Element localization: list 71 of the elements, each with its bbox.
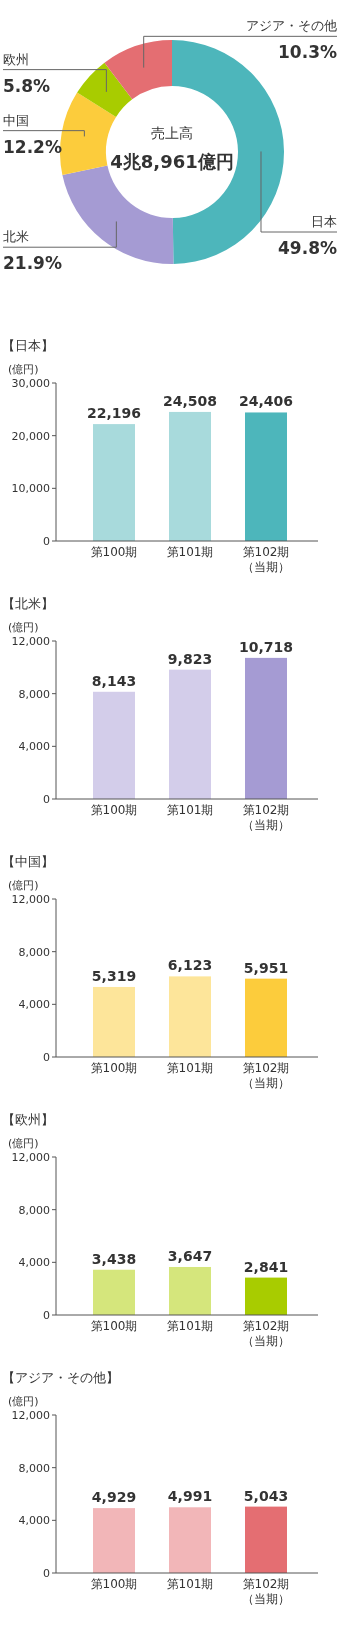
slice-label: アジア・その他 (246, 18, 337, 34)
x-tick-label: 第100期 (89, 1061, 139, 1076)
y-tick-label: 0 (43, 1567, 50, 1580)
data-label: 6,123 (167, 957, 213, 974)
x-tick-label: 第101期 (165, 803, 215, 818)
y-axis-title: (億円) (8, 879, 39, 892)
x-tick-label: 第101期 (165, 1061, 215, 1076)
y-tick-label: 8,000 (18, 945, 50, 959)
y-tick-label: 0 (43, 1309, 50, 1322)
text: 売上高 (151, 125, 193, 141)
data-label: 10,718 (238, 638, 294, 655)
x-tick-label: 第102期（当期） (241, 1061, 291, 1091)
data-label: 5,043 (243, 1487, 289, 1504)
x-tick-label: 第102期（当期） (241, 545, 291, 575)
data-label: 5.8% (3, 75, 51, 96)
x-tick-label: 第101期 (165, 1319, 215, 1334)
data-label: 5,319 (91, 967, 137, 984)
data-label: 2,841 (243, 1258, 289, 1275)
y-tick-label: 8,000 (18, 1461, 50, 1475)
x-tick-label: 第100期 (89, 1319, 139, 1334)
x-tick-label: 第100期 (89, 803, 139, 818)
chart-title: 【中国】 (2, 854, 54, 869)
y-tick-label: 20,000 (11, 429, 50, 443)
y-tick-label: 10,000 (11, 482, 50, 496)
y-axis-title: (億円) (8, 621, 39, 634)
data-label: 22,196 (86, 405, 142, 422)
y-axis-title: (億円) (8, 1395, 39, 1408)
slice-label: 日本 (311, 214, 337, 229)
chart-title: 【北米】 (2, 596, 54, 611)
y-tick-label: 30,000 (11, 377, 50, 390)
y-tick-label: 4,000 (18, 1514, 50, 1528)
y-tick-label: 12,000 (11, 1151, 50, 1164)
y-tick-label: 4,000 (18, 740, 50, 754)
x-tick-label: 第102期（当期） (241, 1319, 291, 1349)
data-label: 4,929 (91, 1489, 137, 1506)
x-tick-label: 第101期 (165, 545, 215, 560)
text: 4兆8,961億円 (110, 151, 234, 172)
chart-title: 【欧州】 (2, 1112, 54, 1127)
data-label: 24,406 (238, 393, 294, 410)
data-label: 24,508 (162, 392, 218, 409)
y-tick-label: 4,000 (18, 998, 50, 1012)
y-tick-label: 0 (43, 793, 50, 806)
y-axis-title: (億円) (8, 1137, 39, 1150)
data-label: 9,823 (167, 650, 213, 667)
x-tick-label: 第100期 (89, 545, 139, 560)
data-label: 8,143 (91, 672, 137, 689)
y-axis-title: (億円) (8, 363, 39, 376)
x-tick-label: 第101期 (165, 1577, 215, 1592)
data-label: 5,951 (243, 959, 289, 976)
x-tick-label: 第102期（当期） (241, 803, 291, 833)
data-label: 21.9% (3, 253, 62, 274)
slice-label: 北米 (3, 229, 29, 245)
y-tick-label: 0 (43, 535, 50, 548)
y-tick-label: 0 (43, 1051, 50, 1064)
data-label: 10.3% (278, 42, 337, 63)
y-tick-label: 12,000 (11, 893, 50, 906)
chart-title: 【アジア・その他】 (2, 1370, 119, 1385)
data-label: 4,991 (167, 1488, 213, 1505)
data-label: 49.8% (278, 238, 337, 258)
y-tick-label: 12,000 (11, 1409, 50, 1422)
y-tick-label: 12,000 (11, 635, 50, 648)
x-tick-label: 第100期 (89, 1577, 139, 1592)
x-tick-label: 第102期（当期） (241, 1577, 291, 1607)
chart-title: 【日本】 (2, 338, 54, 353)
y-tick-label: 4,000 (18, 1256, 50, 1270)
slice-label: 欧州 (3, 51, 29, 67)
data-label: 3,438 (91, 1250, 137, 1267)
y-tick-label: 8,000 (18, 1203, 50, 1217)
slice-label: 中国 (3, 112, 29, 128)
y-tick-label: 8,000 (18, 687, 50, 701)
data-label: 3,647 (167, 1247, 213, 1264)
